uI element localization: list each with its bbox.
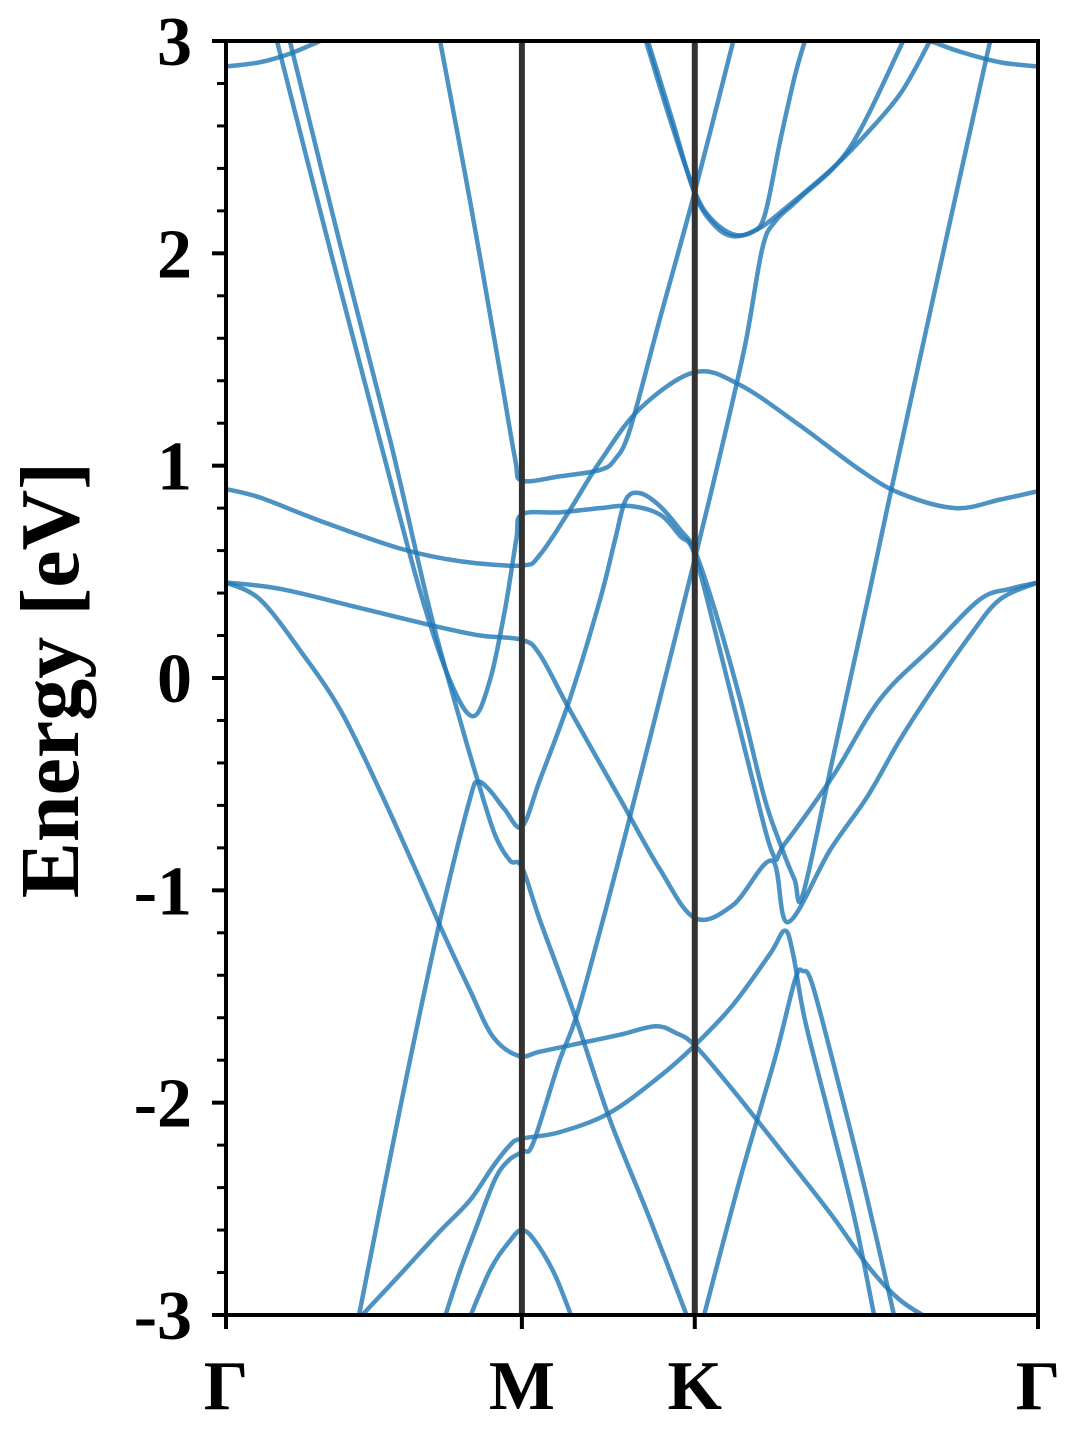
band-3 bbox=[274, 41, 1038, 863]
y-tick-label: 2 bbox=[157, 216, 192, 293]
y-tick-label: 1 bbox=[157, 429, 192, 506]
band-5 bbox=[437, 41, 736, 484]
band-9 bbox=[356, 41, 993, 1315]
band-8 bbox=[226, 580, 928, 1315]
y-tick-label: 0 bbox=[157, 641, 192, 718]
x-tick-label: Γ bbox=[1016, 1348, 1061, 1425]
x-tick-label: K bbox=[668, 1348, 722, 1425]
band-12 bbox=[443, 41, 906, 1315]
band-2 bbox=[922, 41, 1038, 69]
high-symmetry-lines bbox=[518, 41, 698, 1315]
y-tick-label: -1 bbox=[134, 853, 192, 930]
band-7 bbox=[226, 580, 1038, 925]
y-tick-label: -2 bbox=[134, 1066, 192, 1143]
y-tick-label: 3 bbox=[157, 4, 192, 81]
y-tick-label: -3 bbox=[134, 1278, 192, 1355]
band-4 bbox=[287, 41, 689, 1315]
band-1 bbox=[226, 41, 326, 69]
y-axis-label: Energy [eV] bbox=[4, 462, 97, 898]
band-15 bbox=[645, 41, 933, 239]
x-tick-label: Γ bbox=[204, 1348, 249, 1425]
band-6 bbox=[226, 369, 1038, 568]
plot-frame bbox=[224, 39, 1040, 1317]
x-tick-label: M bbox=[489, 1348, 555, 1425]
band-10 bbox=[359, 928, 877, 1315]
band-11 bbox=[701, 967, 897, 1315]
y-axis: 3 2 1 0 -1 -2 -3 bbox=[134, 4, 226, 1355]
bands-layer bbox=[226, 41, 1038, 1315]
